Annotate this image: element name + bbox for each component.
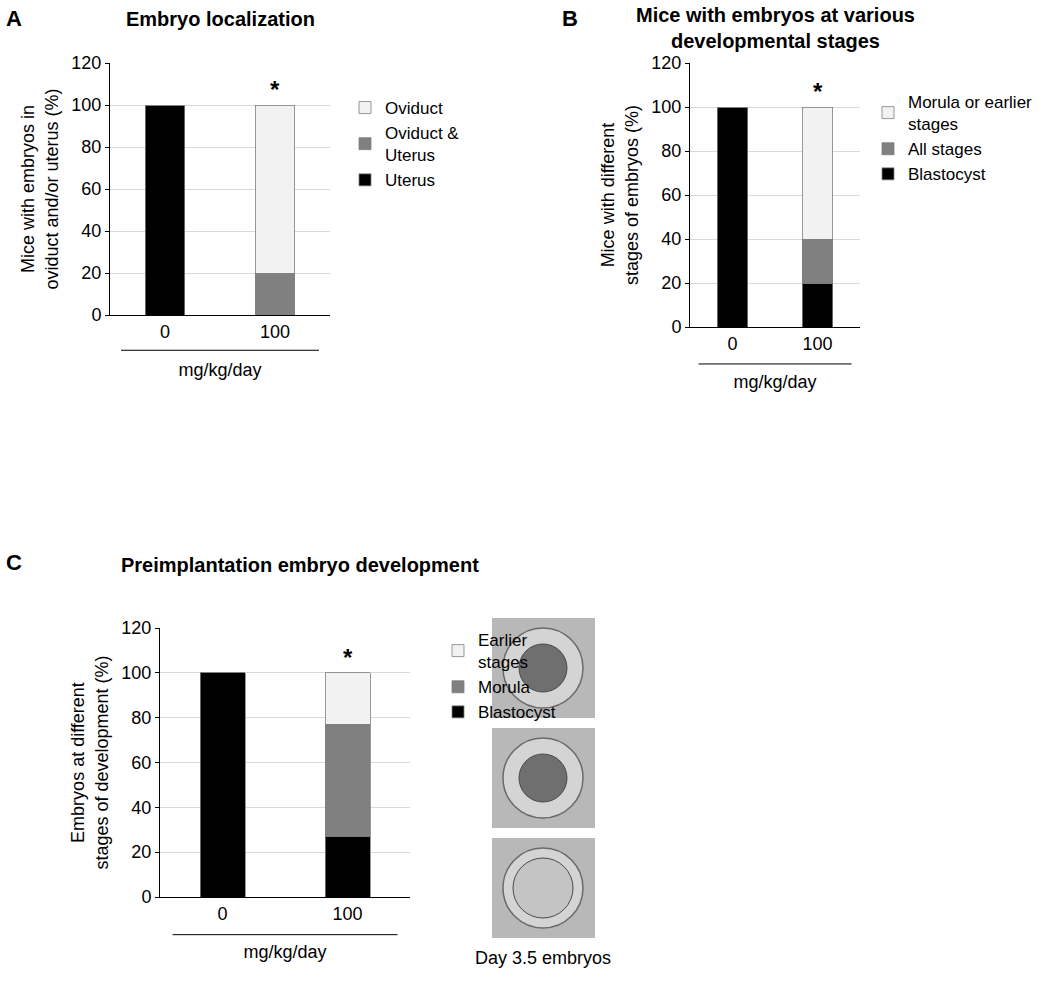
svg-text:Oviduct: Oviduct <box>385 99 443 118</box>
svg-text:20: 20 <box>131 842 151 862</box>
svg-text:*: * <box>343 644 353 671</box>
svg-text:80: 80 <box>131 708 151 728</box>
svg-text:Preimplantation embryo develop: Preimplantation embryo development <box>121 554 479 576</box>
svg-text:Oviduct &Uterus: Oviduct &Uterus <box>385 124 459 165</box>
svg-text:Mice with embryos at variousde: Mice with embryos at variousdevelopmenta… <box>636 4 915 52</box>
svg-text:Mice with differentstages of e: Mice with differentstages of embryos (%) <box>598 105 641 285</box>
svg-text:60: 60 <box>131 753 151 773</box>
svg-text:60: 60 <box>81 179 101 199</box>
svg-text:0: 0 <box>141 887 151 907</box>
svg-text:Day 3.5 embryos: Day 3.5 embryos <box>475 948 611 968</box>
svg-text:Morula: Morula <box>478 678 531 697</box>
svg-text:*: * <box>813 78 823 105</box>
svg-text:120: 120 <box>651 53 681 73</box>
svg-text:Uterus: Uterus <box>385 171 435 190</box>
svg-text:0: 0 <box>217 904 227 924</box>
svg-text:mg/kg/day: mg/kg/day <box>178 360 261 380</box>
svg-text:Blastocyst: Blastocyst <box>478 703 556 722</box>
svg-text:100: 100 <box>260 322 290 342</box>
svg-text:20: 20 <box>661 273 681 293</box>
svg-text:80: 80 <box>661 141 681 161</box>
svg-text:A: A <box>6 6 22 31</box>
svg-text:100: 100 <box>71 95 101 115</box>
svg-text:100: 100 <box>651 97 681 117</box>
svg-text:Blastocyst: Blastocyst <box>908 165 986 184</box>
svg-text:40: 40 <box>131 798 151 818</box>
svg-text:mg/kg/day: mg/kg/day <box>733 372 816 392</box>
svg-text:100: 100 <box>121 663 151 683</box>
svg-text:Morula or earlierstages: Morula or earlierstages <box>908 93 1032 134</box>
svg-text:100: 100 <box>332 904 362 924</box>
svg-text:100: 100 <box>802 334 832 354</box>
svg-text:All stages: All stages <box>908 140 982 159</box>
svg-text:Embryo localization: Embryo localization <box>126 8 315 30</box>
svg-text:40: 40 <box>81 221 101 241</box>
svg-text:0: 0 <box>727 334 737 354</box>
svg-text:120: 120 <box>121 618 151 638</box>
svg-text:0: 0 <box>91 305 101 325</box>
svg-text:40: 40 <box>661 229 681 249</box>
svg-text:Embryos at differentstages of: Embryos at differentstages of developmen… <box>68 655 111 869</box>
svg-text:*: * <box>270 76 280 103</box>
svg-text:0: 0 <box>160 322 170 342</box>
svg-text:Earlierstages: Earlierstages <box>478 631 528 672</box>
svg-text:120: 120 <box>71 53 101 73</box>
svg-text:C: C <box>6 550 22 575</box>
svg-text:20: 20 <box>81 263 101 283</box>
svg-text:mg/kg/day: mg/kg/day <box>243 942 326 962</box>
svg-text:Mice with embryos inoviduct an: Mice with embryos inoviduct and/or uteru… <box>18 88 61 289</box>
svg-text:0: 0 <box>671 317 681 337</box>
svg-text:80: 80 <box>81 137 101 157</box>
svg-text:B: B <box>562 6 578 31</box>
svg-text:60: 60 <box>661 185 681 205</box>
